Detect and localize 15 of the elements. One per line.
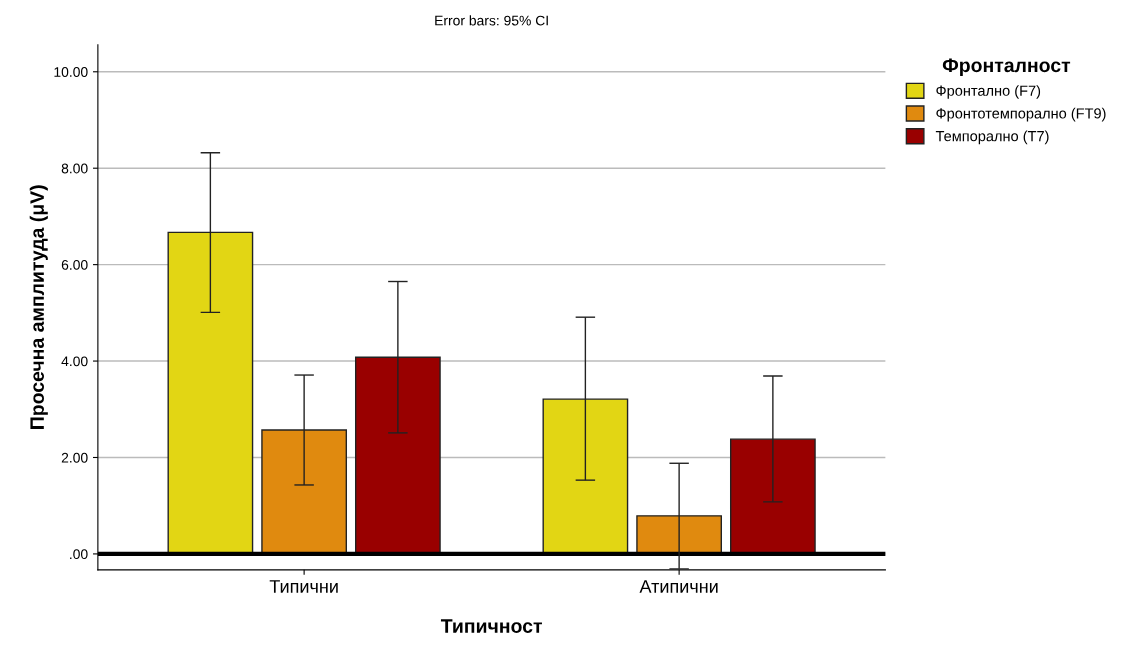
legend-label: Темпорално (T7) — [935, 130, 1049, 145]
legend-label: Фронтотемпорално (FT9) — [936, 107, 1106, 122]
legend-label: Фронтално (F7) — [936, 85, 1041, 99]
y-axis-title: Просечна амплитуда (μV) — [29, 185, 48, 429]
y-tick-label: 8.00 — [61, 163, 88, 174]
x-axis-title: Типичност — [440, 619, 542, 633]
legend-title: Фронталност — [942, 58, 1071, 77]
y-tick-label: .00 — [70, 549, 88, 560]
x-tick-label: Типични — [269, 580, 338, 593]
y-tick-label: 10.00 — [54, 67, 88, 77]
x-tick-label: Атипични — [639, 580, 718, 593]
y-tick-label: 6.00 — [61, 259, 88, 270]
y-tick-label: 2.00 — [61, 452, 88, 463]
chart-title: Error bars: 95% CI — [435, 15, 548, 26]
y-tick-label: 4.00 — [61, 356, 88, 367]
